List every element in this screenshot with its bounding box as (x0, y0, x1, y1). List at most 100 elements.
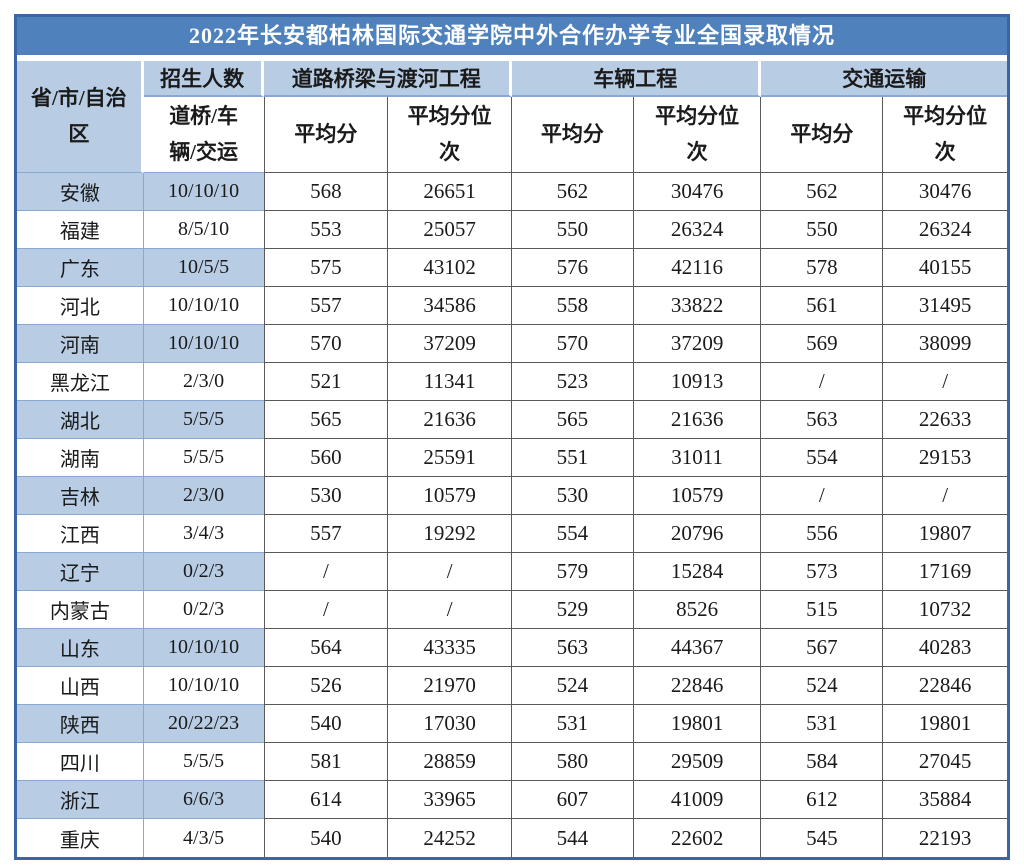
value-cell: 44367 (633, 629, 762, 667)
value-cell: 557 (263, 515, 389, 553)
header-group-transport: 交通运输 (761, 61, 1007, 97)
province-cell: 浙江 (17, 781, 144, 819)
table-row: 四川 5/5/5 581 28859 580 29509 584 27045 (17, 743, 1007, 781)
value-cell: 43102 (388, 249, 512, 287)
value-cell: 540 (263, 705, 389, 743)
value-cell: 526 (263, 667, 389, 705)
province-cell: 江西 (17, 515, 144, 553)
value-cell: 22846 (633, 667, 762, 705)
value-cell: 558 (511, 287, 634, 325)
value-cell: 22846 (883, 667, 1007, 705)
province-cell: 安徽 (17, 173, 144, 211)
value-cell: 612 (761, 781, 884, 819)
value-cell: 19807 (883, 515, 1007, 553)
enrollment-cell: 10/10/10 (143, 629, 264, 667)
value-cell: 38099 (883, 325, 1007, 363)
value-cell: 556 (761, 515, 884, 553)
value-cell: 37209 (388, 325, 512, 363)
province-cell: 湖北 (17, 401, 144, 439)
value-cell: 28859 (388, 743, 512, 781)
value-cell: 26324 (633, 211, 762, 249)
table-row: 福建 8/5/10 553 25057 550 26324 550 26324 (17, 211, 1007, 249)
value-cell: 580 (511, 743, 634, 781)
province-cell: 福建 (17, 211, 144, 249)
value-cell: 550 (511, 211, 634, 249)
table-row: 辽宁 0/2/3//579 15284 573 17169 (17, 553, 1007, 591)
subheader-rank-3: 平均分位次 (883, 97, 1007, 173)
value-cell: 34586 (388, 287, 512, 325)
enrollment-cell: 2/3/0 (143, 477, 264, 515)
value-cell: 570 (511, 325, 634, 363)
header-row-groups: 省/市/自治区 招生人数 道路桥梁与渡河工程 车辆工程 交通运输 (17, 61, 1007, 173)
value-cell: 562 (511, 173, 634, 211)
value-cell: 22602 (633, 819, 762, 857)
value-cell: 568 (263, 173, 389, 211)
value-cell: 41009 (633, 781, 762, 819)
table-row: 黑龙江 2/3/0 521 11341 523 10913// (17, 363, 1007, 401)
value-cell: 10913 (633, 363, 762, 401)
value-cell: 563 (511, 629, 634, 667)
title-gap (17, 55, 1007, 61)
subheader-avg-1: 平均分 (263, 97, 389, 173)
province-cell: 湖南 (17, 439, 144, 477)
enrollment-cell: 20/22/23 (143, 705, 264, 743)
enrollment-cell: 10/10/10 (143, 325, 264, 363)
value-cell: 515 (761, 591, 884, 629)
value-cell: 10579 (633, 477, 762, 515)
province-cell: 内蒙古 (17, 591, 144, 629)
value-cell: 560 (263, 439, 389, 477)
table-row: 内蒙古 0/2/3//529 8526 515 10732 (17, 591, 1007, 629)
value-cell: 17169 (883, 553, 1007, 591)
table-row: 山西 10/10/10 526 21970 524 22846 524 22846 (17, 667, 1007, 705)
value-cell: 565 (263, 401, 389, 439)
header-group-road-bridge: 道路桥梁与渡河工程 (263, 61, 512, 97)
value-cell: 584 (761, 743, 884, 781)
province-cell: 河南 (17, 325, 144, 363)
value-cell: 19801 (633, 705, 762, 743)
value-cell: 576 (511, 249, 634, 287)
value-cell: 10732 (883, 591, 1007, 629)
value-cell: 26324 (883, 211, 1007, 249)
value-cell: 42116 (633, 249, 762, 287)
value-cell: 11341 (388, 363, 512, 401)
value-cell: 554 (761, 439, 884, 477)
enrollment-cell: 5/5/5 (143, 401, 264, 439)
value-cell: 607 (511, 781, 634, 819)
value-cell: 43335 (388, 629, 512, 667)
province-cell: 辽宁 (17, 553, 144, 591)
table-row: 浙江 6/6/3 614 33965 607 41009 612 35884 (17, 781, 1007, 819)
value-cell: 35884 (883, 781, 1007, 819)
value-cell: 22193 (883, 819, 1007, 857)
value-cell: 29153 (883, 439, 1007, 477)
enrollment-cell: 8/5/10 (143, 211, 264, 249)
value-cell: 17030 (388, 705, 512, 743)
value-cell: 531 (761, 705, 884, 743)
header-province: 省/市/自治区 (17, 61, 144, 173)
province-cell: 山东 (17, 629, 144, 667)
header-group-vehicle: 车辆工程 (511, 61, 762, 97)
province-cell: 山西 (17, 667, 144, 705)
header-enrollment: 招生人数 (143, 61, 264, 97)
value-cell: 578 (761, 249, 884, 287)
value-cell: 544 (511, 819, 634, 857)
value-cell: / (263, 591, 389, 629)
value-cell: 37209 (633, 325, 762, 363)
value-cell: 40283 (883, 629, 1007, 667)
table-row: 安徽 10/10/10 568 26651 562 30476 562 30476 (17, 173, 1007, 211)
value-cell: 8526 (633, 591, 762, 629)
value-cell: 31011 (633, 439, 762, 477)
value-cell: 523 (511, 363, 634, 401)
enrollment-cell: 6/6/3 (143, 781, 264, 819)
value-cell: 15284 (633, 553, 762, 591)
value-cell: 21636 (633, 401, 762, 439)
value-cell: 21636 (388, 401, 512, 439)
subheader-avg-2: 平均分 (511, 97, 634, 173)
value-cell: 31495 (883, 287, 1007, 325)
table-row: 河南 10/10/10 570 37209 570 37209 569 38099 (17, 325, 1007, 363)
enrollment-cell: 3/4/3 (143, 515, 264, 553)
value-cell: 529 (511, 591, 634, 629)
table-header: 省/市/自治区 招生人数 道路桥梁与渡河工程 车辆工程 交通运输 道桥/车辆/交… (17, 61, 1007, 173)
table-row: 湖北 5/5/5 565 21636 565 21636 563 22633 (17, 401, 1007, 439)
table-row: 湖南 5/5/5 560 25591 551 31011 554 29153 (17, 439, 1007, 477)
province-cell: 重庆 (17, 819, 144, 857)
